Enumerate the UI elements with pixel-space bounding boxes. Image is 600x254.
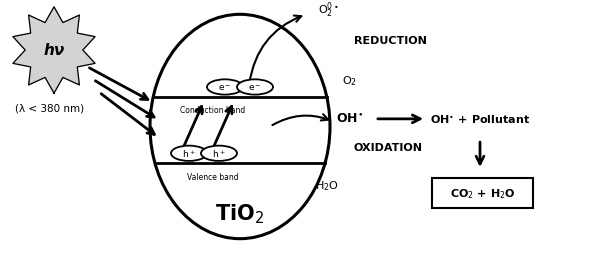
Text: OXIDATION: OXIDATION <box>354 142 423 152</box>
Text: H$_2$O: H$_2$O <box>315 179 339 192</box>
Ellipse shape <box>150 15 330 239</box>
Text: (λ < 380 nm): (λ < 380 nm) <box>15 103 84 113</box>
Bar <box>432 178 533 208</box>
Text: O$_2$: O$_2$ <box>342 74 357 88</box>
Circle shape <box>201 146 237 161</box>
Circle shape <box>207 80 243 95</box>
Text: TiO$_2$: TiO$_2$ <box>215 202 265 225</box>
Text: OH$^{\bullet}$ + Pollutant: OH$^{\bullet}$ + Pollutant <box>430 113 530 125</box>
Text: e$^-$: e$^-$ <box>248 83 262 92</box>
Text: OH$^{\bullet}$: OH$^{\bullet}$ <box>336 113 363 126</box>
FancyArrowPatch shape <box>272 115 328 126</box>
Text: REDUCTION: REDUCTION <box>354 36 427 46</box>
Circle shape <box>171 146 207 161</box>
Polygon shape <box>13 8 95 94</box>
Text: Conduction band: Conduction band <box>181 106 245 115</box>
Text: O$^{0\bullet}_{2}$: O$^{0\bullet}_{2}$ <box>318 1 339 20</box>
Text: h$^+$: h$^+$ <box>212 148 226 160</box>
Text: e$^-$: e$^-$ <box>218 83 232 92</box>
Text: Valence band: Valence band <box>187 172 239 181</box>
Circle shape <box>237 80 273 95</box>
Text: hν: hν <box>43 43 65 58</box>
Text: h$^+$: h$^+$ <box>182 148 196 160</box>
Text: CO$_2$ + H$_2$O: CO$_2$ + H$_2$O <box>449 186 515 200</box>
FancyArrowPatch shape <box>250 17 301 84</box>
